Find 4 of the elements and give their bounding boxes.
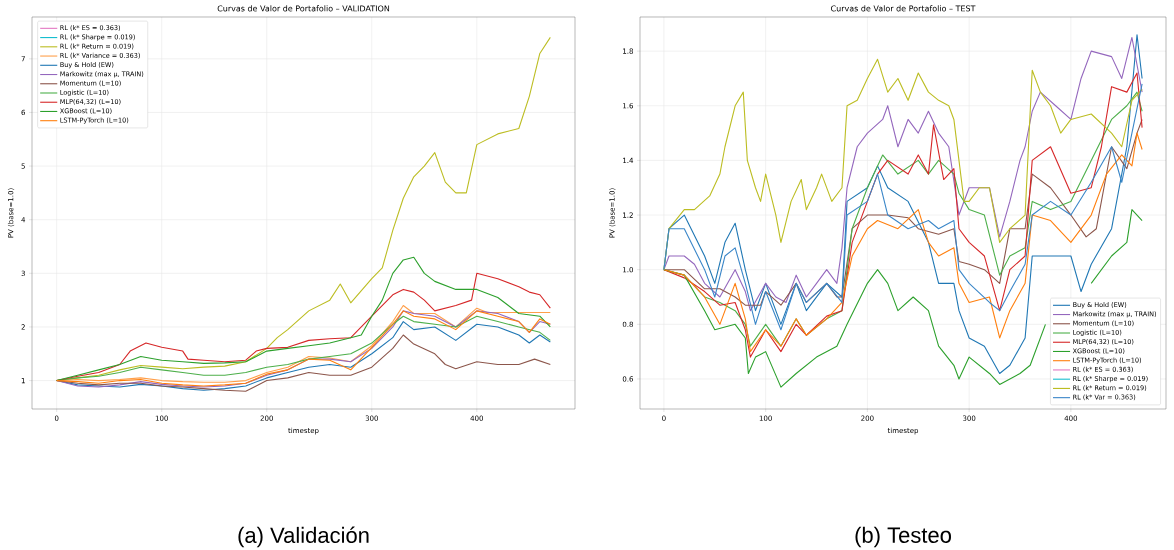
- chart-title: Curvas de Valor de Portafolio – VALIDATION: [217, 5, 390, 12]
- chart-title: Curvas de Valor de Portafolio – TEST: [831, 5, 976, 12]
- text: (a) Validación: [238, 526, 369, 548]
- text: (b) Testeo: [855, 526, 951, 548]
